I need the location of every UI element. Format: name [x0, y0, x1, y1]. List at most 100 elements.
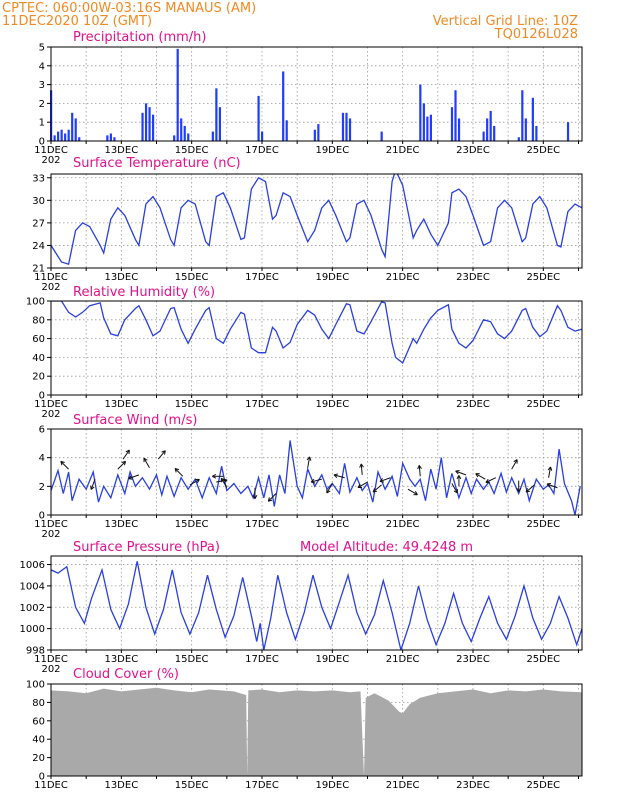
- wind-arrow: [455, 470, 467, 476]
- wind-arrow: [333, 473, 345, 479]
- y-tick-label: 60: [32, 716, 45, 727]
- rh-panel: 0 20 40 60 80 100 11DEC 13DEC 15DEC 17DEC 19DEC 21D…: [26, 297, 583, 420]
- y-tick-label: 5: [39, 43, 45, 54]
- y-tick-label: 0: [39, 772, 45, 783]
- wind-arrow: [310, 478, 322, 484]
- precip-bar: [64, 133, 67, 141]
- precip-bar: [457, 118, 461, 141]
- precip-bar: [60, 129, 63, 141]
- x-tick-label: 17DEC: [245, 654, 279, 665]
- x-tick-label: 23DEC: [456, 399, 490, 410]
- precip-bar: [257, 95, 260, 141]
- vertical-grid-note: Vertical Grid Line: 10Z: [433, 14, 578, 29]
- wind-arrow: [212, 473, 224, 479]
- year-label: 202: [41, 409, 60, 420]
- y-tick-label: 1004: [20, 581, 45, 592]
- x-tick-label: 25DEC: [526, 145, 560, 156]
- y-tick-label: 1: [39, 118, 45, 129]
- x-tick-label: 21DEC: [386, 399, 420, 410]
- precip-bar: [183, 125, 186, 141]
- header: CPTEC: 060:00W-03:16S MANAUS (AM) 11DEC2…: [2, 1, 578, 42]
- x-tick-label: 11DEC: [34, 145, 68, 156]
- x-tick-label: 21DEC: [386, 519, 420, 530]
- x-tick-label: 13DEC: [104, 272, 138, 283]
- wind-arrow: [359, 463, 364, 475]
- x-tick-label: 19DEC: [315, 780, 349, 791]
- precip-bar: [71, 112, 74, 141]
- wind-arrow: [60, 460, 69, 470]
- x-tick-label: 17DEC: [245, 519, 279, 530]
- pressure-title: Surface Pressure (hPa): [73, 540, 220, 555]
- precip-bar: [380, 131, 383, 141]
- year-label: 202: [41, 664, 60, 675]
- x-tick-label: 11DEC: [34, 399, 68, 410]
- wind-arrow: [511, 459, 518, 470]
- y-tick-label: 20: [32, 372, 45, 383]
- y-tick-label: 40: [32, 735, 45, 746]
- wind-arrow: [157, 450, 166, 460]
- wind-arrow: [451, 483, 458, 494]
- rh-frame: [50, 300, 583, 396]
- y-tick-label: 24: [32, 241, 45, 252]
- precip-bar: [524, 118, 527, 141]
- x-tick-label: 23DEC: [456, 780, 490, 791]
- y-tick-label: 4: [39, 453, 45, 464]
- precip-title: Precipitation (mm/h): [73, 30, 206, 45]
- x-tick-label: 13DEC: [104, 519, 138, 530]
- x-tick-label: 13DEC: [104, 780, 138, 791]
- x-tick-label: 25DEC: [526, 654, 560, 665]
- wind-arrow: [122, 449, 130, 460]
- precip-bar: [531, 97, 534, 141]
- x-tick-label: 17DEC: [245, 145, 279, 156]
- x-tick-label: 19DEC: [315, 519, 349, 530]
- wind-arrow: [516, 480, 522, 492]
- pressure-line: [51, 561, 582, 650]
- wind-arrow: [475, 473, 486, 480]
- x-tick-label: 17DEC: [245, 272, 279, 283]
- precip-bar: [317, 124, 320, 141]
- x-tick-label: 15DEC: [175, 519, 209, 530]
- y-tick-label: 33: [32, 173, 45, 184]
- precip-bar: [282, 71, 285, 141]
- x-tick-label: 11DEC: [34, 654, 68, 665]
- x-tick-label: 21DEC: [386, 272, 420, 283]
- precip-frame: [50, 46, 583, 142]
- x-tick-label: 23DEC: [456, 654, 490, 665]
- x-tick-label: 19DEC: [315, 654, 349, 665]
- x-tick-label: 25DEC: [526, 399, 560, 410]
- y-tick-label: 0: [39, 511, 45, 522]
- year-label: 202: [41, 529, 60, 540]
- precip-bar: [313, 129, 316, 141]
- precip-panel: 0 1 2 3 4 5 11DEC 13DEC 15DEC 17DEC 19DEC 21DEC 23DE…: [34, 43, 583, 166]
- precip-bar: [67, 129, 70, 141]
- wind-arrow: [372, 484, 382, 493]
- temp-line: [51, 174, 582, 266]
- wind-arrow: [546, 482, 558, 489]
- wind-arrow: [306, 456, 312, 468]
- x-tick-label: 19DEC: [315, 399, 349, 410]
- precip-bar: [215, 88, 218, 141]
- precip-bar: [348, 118, 352, 141]
- precip-bar: [187, 133, 190, 141]
- precip-bar: [144, 103, 148, 141]
- y-tick-label: 0: [39, 391, 45, 402]
- wind-arrow: [357, 481, 368, 489]
- wind-arrow: [128, 474, 140, 480]
- x-tick-label: 15DEC: [175, 145, 209, 156]
- model-id: TQ0126L028: [494, 27, 578, 42]
- precip-bar: [211, 131, 214, 141]
- wind-arrow: [252, 487, 258, 500]
- x-tick-label: 25DEC: [526, 272, 560, 283]
- precip-bar: [106, 135, 109, 141]
- station-line: CPTEC: 060:00W-03:16S MANAUS (AM): [2, 1, 256, 16]
- y-tick-label: 1002: [20, 603, 45, 614]
- precip-bar: [260, 131, 264, 141]
- x-tick-label: 21DEC: [386, 145, 420, 156]
- wind-arrow: [379, 477, 391, 483]
- wind-arrow: [143, 457, 150, 468]
- precip-bar: [345, 112, 348, 141]
- x-tick-label: 15DEC: [175, 399, 209, 410]
- precip-bar: [482, 131, 485, 141]
- x-tick-label: 15DEC: [175, 780, 209, 791]
